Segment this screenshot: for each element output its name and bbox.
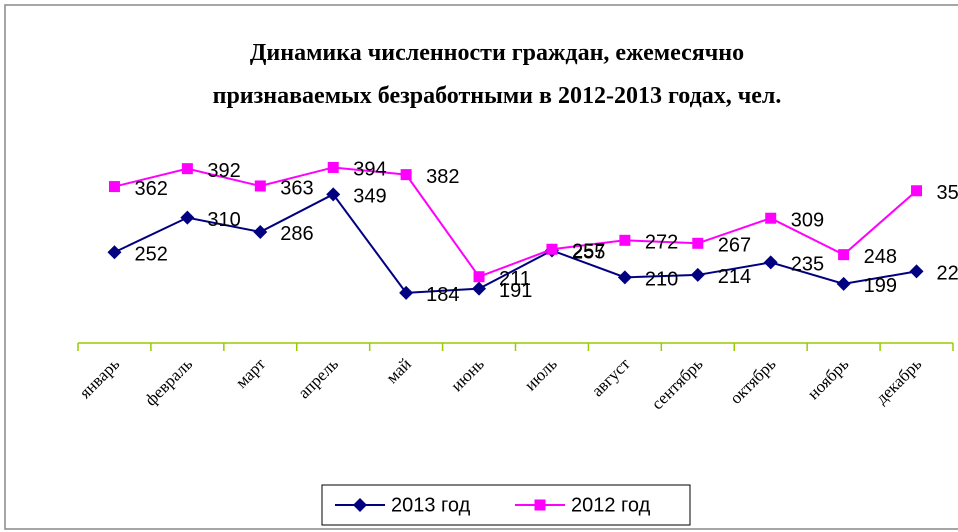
- series-line: [114, 166, 918, 278]
- data-label: 363: [280, 177, 313, 199]
- data-label: 199: [864, 275, 897, 297]
- marker: [107, 245, 122, 260]
- marker: [617, 270, 632, 285]
- legend-label: 2013 год: [391, 494, 471, 516]
- marker: [911, 185, 923, 197]
- marker: [108, 181, 120, 193]
- data-label: 392: [207, 160, 240, 182]
- series-line: [114, 193, 917, 294]
- marker: [399, 285, 414, 300]
- marker: [473, 271, 485, 283]
- marker: [253, 224, 268, 239]
- data-label: 349: [353, 186, 386, 208]
- marker: [765, 212, 777, 224]
- data-label: 355: [937, 182, 958, 204]
- marker: [836, 276, 851, 291]
- marker: [254, 180, 266, 192]
- data-label: 210: [645, 269, 678, 291]
- data-label: 362: [134, 178, 167, 200]
- data-label: 382: [426, 166, 459, 188]
- legend-marker: [353, 498, 367, 512]
- marker: [472, 281, 487, 296]
- marker: [546, 243, 558, 255]
- marker: [400, 169, 412, 181]
- legend-marker: [534, 499, 546, 511]
- marker: [909, 264, 924, 279]
- data-label: 267: [718, 235, 751, 257]
- data-label: 252: [134, 244, 167, 266]
- data-label: 211: [499, 268, 531, 290]
- data-label: 220: [937, 263, 958, 285]
- marker: [180, 210, 195, 225]
- marker: [690, 267, 705, 282]
- marker: [327, 161, 339, 173]
- marker: [763, 255, 778, 270]
- marker: [692, 237, 704, 249]
- chart-title: признаваемых безработными в 2012-2013 го…: [213, 83, 782, 109]
- data-label: 286: [280, 223, 313, 245]
- data-label: 184: [426, 284, 459, 306]
- legend-label: 2012 год: [571, 494, 651, 516]
- marker: [326, 187, 341, 202]
- data-label: 255: [572, 242, 605, 264]
- marker: [838, 249, 850, 261]
- marker: [619, 234, 631, 246]
- data-label: 191: [499, 280, 532, 302]
- data-label: 309: [791, 209, 824, 231]
- data-label: 394: [353, 159, 386, 181]
- chart-frame: [4, 4, 958, 530]
- chart-title: Динамика численности граждан, ежемесячно: [250, 40, 744, 66]
- data-label: 310: [207, 209, 240, 231]
- data-label: 214: [718, 266, 751, 288]
- data-label: 272: [645, 232, 678, 254]
- data-label: 235: [791, 254, 824, 276]
- marker: [181, 163, 193, 175]
- data-label: 248: [864, 246, 897, 268]
- data-label: 257: [572, 241, 605, 263]
